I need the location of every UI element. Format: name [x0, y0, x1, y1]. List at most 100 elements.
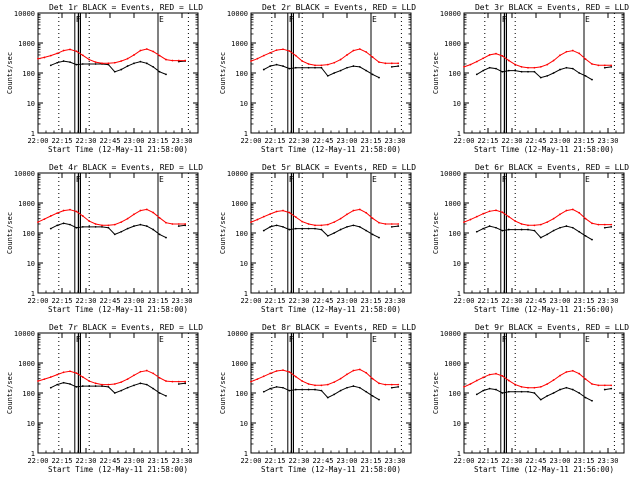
series-events-point [552, 392, 555, 394]
series-events-point [139, 223, 142, 226]
series-lld-point [507, 379, 510, 382]
x-tick-label: 23:30 [384, 457, 405, 465]
series-lld-point [482, 376, 485, 379]
series-events-point [352, 224, 355, 227]
series-events-point [120, 68, 123, 71]
y-tick-label: 10 [453, 260, 461, 268]
series-lld-point [591, 63, 593, 65]
series-lld-point [320, 64, 323, 67]
series-lld-point [475, 379, 478, 382]
x-axis-label: Start Time (12-May-11 21:58:00) [48, 305, 188, 314]
series-lld-point [113, 223, 116, 226]
series-lld-point [171, 223, 174, 225]
series-lld-point [165, 380, 167, 382]
series-lld-point [81, 215, 84, 217]
series-lld-line [250, 368, 399, 386]
series-lld-point [88, 58, 91, 61]
series-lld-point [184, 380, 187, 383]
series-events-line [50, 382, 186, 397]
series-events-point [165, 395, 167, 397]
series-events-point [288, 389, 291, 392]
y-axis-label: Counts/sec [432, 372, 440, 414]
panel-title: Det 6r BLACK = Events, RED = LLD [475, 163, 629, 172]
series-lld-point [152, 211, 155, 214]
x-tick-label: 22:15 [51, 297, 72, 305]
y-tick-label: 1 [457, 290, 461, 298]
x-tick-label: 22:45 [99, 457, 120, 465]
series-lld-point [346, 373, 348, 376]
series-events-point [62, 381, 65, 384]
y-tick-label: 100 [448, 230, 461, 238]
series-events-point [584, 75, 587, 77]
series-events-point [591, 78, 593, 81]
series-events-point [49, 386, 52, 389]
series-events-point [533, 229, 536, 232]
series-lld-point [463, 385, 465, 388]
series-lld-point [152, 50, 155, 53]
series-events-point [488, 387, 491, 390]
series-lld-point [326, 223, 329, 226]
series-lld-point [584, 58, 587, 61]
series-events-point [139, 382, 142, 385]
y-tick-label: 10 [240, 100, 248, 108]
series-events-point [107, 226, 110, 229]
series-lld-point [552, 379, 555, 381]
series-lld-point [165, 58, 167, 61]
series-events-point [294, 227, 297, 230]
series-lld-point [256, 218, 259, 221]
series-events-point [275, 385, 278, 388]
series-events-point [482, 389, 485, 392]
x-tick-label: 22:45 [525, 137, 546, 145]
flag-marker-label: E [372, 15, 377, 24]
series-lld-point [378, 61, 380, 64]
y-tick-label: 1 [31, 290, 35, 298]
series-lld-point [75, 372, 78, 375]
series-events-point [126, 386, 129, 389]
series-events-point [610, 225, 613, 228]
series-lld-point [565, 371, 568, 373]
series-events-point [365, 69, 368, 72]
series-events-point [495, 388, 497, 391]
series-events-point [520, 70, 523, 73]
series-lld-line [463, 50, 612, 69]
series-lld-point [463, 221, 465, 224]
series-events-point [358, 225, 361, 228]
plot-frame [463, 332, 625, 454]
y-tick-label: 1000 [444, 40, 461, 48]
series-events-point [133, 384, 135, 387]
series-lld-point [378, 382, 380, 385]
series-lld-point [578, 372, 581, 375]
flag-marker-label: E [159, 335, 164, 344]
series-lld-point [603, 64, 606, 67]
x-tick-label: 23:00 [549, 297, 570, 305]
series-lld-point [56, 212, 59, 215]
series-lld-point [171, 59, 174, 62]
y-tick-label: 1000 [444, 200, 461, 208]
x-tick-label: 22:45 [312, 457, 333, 465]
series-lld-point [514, 63, 517, 66]
series-events-line [263, 64, 399, 79]
series-events-point [501, 229, 504, 232]
series-lld-point [539, 65, 542, 68]
series-events-point [145, 383, 148, 386]
series-lld-point [139, 370, 142, 373]
series-lld-point [495, 52, 497, 55]
series-events-line [476, 387, 612, 402]
x-tick-label: 22:30 [288, 297, 309, 305]
series-events-point [282, 65, 284, 67]
series-lld-point [597, 64, 600, 67]
series-events-point [288, 67, 291, 70]
series-lld-point [533, 386, 536, 389]
series-events-point [591, 238, 593, 241]
series-events-point [158, 70, 161, 73]
series-events-point [578, 230, 581, 233]
series-events-point [352, 385, 355, 387]
x-tick-label: 23:15 [360, 297, 381, 305]
series-lld-point [384, 383, 387, 386]
series-events-point [527, 390, 529, 393]
y-tick-label: 1 [244, 290, 248, 298]
series-events-point [603, 388, 606, 391]
series-lld-point [571, 208, 574, 211]
series-lld-point [475, 215, 478, 218]
series-lld-point [288, 371, 291, 373]
